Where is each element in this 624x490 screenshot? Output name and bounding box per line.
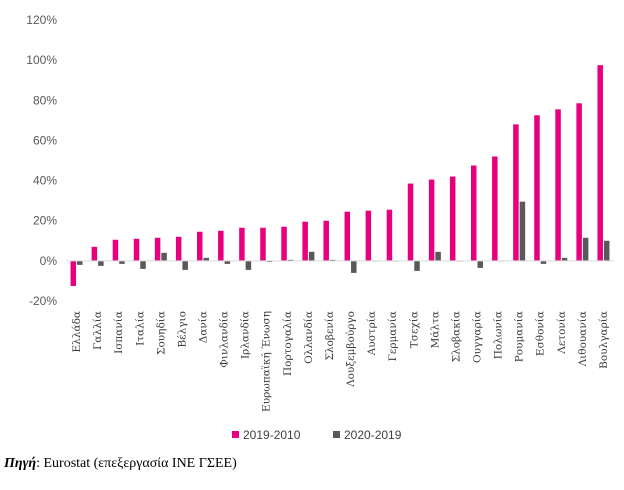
bar-2019-2010 xyxy=(154,237,161,261)
bar-2020-2019 xyxy=(224,260,231,264)
bar-2020-2019 xyxy=(140,260,146,269)
bar-2019-2010 xyxy=(218,230,224,261)
category-label: Αυστρία xyxy=(365,311,378,356)
bar-2019-2010 xyxy=(492,156,498,261)
y-tick-label: 120% xyxy=(26,13,57,27)
bar-2020-2019 xyxy=(287,259,294,261)
x-axis-labels: Ελλάδα Γαλλία Ισπανία Ιταλία Σουηδία Βέλγιο Δα… xyxy=(71,311,610,412)
bar-2019-2010 xyxy=(323,220,329,261)
category-label: Ιρλανδία xyxy=(239,311,252,359)
bar-2019-2010 xyxy=(365,210,372,261)
bar-2020-2019 xyxy=(203,257,209,261)
bar-2020-2019 xyxy=(161,252,167,261)
y-tick-label: 60% xyxy=(33,133,57,147)
bar-2019-2010 xyxy=(70,260,77,286)
bar-2019-2010 xyxy=(534,115,540,261)
bar-2019-2010 xyxy=(386,209,393,261)
category-label: Πορτογαλία xyxy=(281,311,294,376)
bar-2019-2010 xyxy=(175,236,182,261)
source-label: Πηγή xyxy=(4,456,37,471)
bar-2020-2019 xyxy=(245,260,252,270)
category-label: Γαλλία xyxy=(91,311,104,350)
category-label: Λιθουανία xyxy=(576,311,589,367)
category-label: Βουλγαρία xyxy=(597,311,610,369)
y-tick-label: 0% xyxy=(40,254,58,268)
bar-2019-2010 xyxy=(112,239,119,261)
category-label: Μάλτα xyxy=(429,311,441,348)
y-tick-label: 20% xyxy=(33,214,57,228)
bar-2019-2010 xyxy=(197,231,203,261)
category-label: Σουηδία xyxy=(154,311,167,355)
category-label: Ουγγαρία xyxy=(471,311,484,363)
bar-2019-2010 xyxy=(302,221,308,261)
category-label: Λουξεμβούργο xyxy=(345,311,357,388)
category-label: Ισπανία xyxy=(112,311,125,354)
category-label: Εσθονία xyxy=(534,311,547,356)
bar-2019-2010 xyxy=(555,109,561,261)
bar-2020-2019 xyxy=(435,251,441,261)
bar-2019-2010 xyxy=(260,227,266,261)
category-label: Λετονία xyxy=(555,311,568,355)
legend: 2019-2010 2020-2019 xyxy=(232,428,402,442)
bar-2020-2019 xyxy=(519,201,526,261)
bar-chart: -20% 0% 20% 40% 60% 80% 100% 120% Ελλάδα Γαλλία Ι… xyxy=(26,13,614,442)
bar-2020-2019 xyxy=(582,237,589,261)
bar-2020-2019 xyxy=(266,260,273,262)
bar-2020-2019 xyxy=(308,251,315,261)
bar-2019-2010 xyxy=(91,246,98,261)
y-axis: -20% 0% 20% 40% 60% 80% 100% 120% xyxy=(26,13,57,308)
bar-2019-2010 xyxy=(281,226,287,261)
category-label: Ρουμανία xyxy=(513,311,526,362)
y-tick-label: 40% xyxy=(33,174,57,188)
bar-2019-2010 xyxy=(597,65,603,261)
category-label: Τσεχία xyxy=(407,311,420,348)
category-label: Ευρωπαϊκή Ένωση xyxy=(260,311,273,412)
legend-swatch xyxy=(232,431,239,438)
category-label: Βέλγιο xyxy=(176,311,188,348)
bar-2019-2010 xyxy=(449,176,456,261)
category-label: Φινλανδία xyxy=(218,311,231,368)
bar-2020-2019 xyxy=(414,260,420,271)
y-tick-label: 80% xyxy=(33,93,57,107)
bar-2020-2019 xyxy=(351,260,357,273)
bar-2019-2010 xyxy=(133,238,140,261)
category-label: Πολωνία xyxy=(492,311,505,359)
category-label: Ιταλία xyxy=(133,311,146,346)
category-label: Ολλανδία xyxy=(302,311,315,364)
bars xyxy=(70,65,610,286)
bar-2020-2019 xyxy=(540,260,547,264)
bar-2019-2010 xyxy=(471,165,477,261)
bar-2019-2010 xyxy=(513,124,519,261)
legend-label: 2020-2019 xyxy=(344,428,402,442)
bar-2020-2019 xyxy=(329,259,336,261)
category-label: Σλοβακία xyxy=(449,311,462,362)
bar-2020-2019 xyxy=(119,260,125,264)
bar-2019-2010 xyxy=(407,183,414,261)
bar-2020-2019 xyxy=(182,260,188,270)
bar-2019-2010 xyxy=(239,227,245,261)
bar-2019-2010 xyxy=(428,179,435,261)
category-label: Γερμανία xyxy=(386,311,399,361)
bar-2019-2010 xyxy=(344,211,351,261)
bar-2020-2019 xyxy=(77,260,83,265)
category-label: Σλοβενία xyxy=(323,311,336,361)
legend-label: 2019-2010 xyxy=(243,428,301,442)
bar-2020-2019 xyxy=(561,257,568,261)
bar-2020-2019 xyxy=(603,240,610,261)
bar-2020-2019 xyxy=(477,260,483,268)
legend-swatch xyxy=(333,431,340,438)
y-tick-label: 100% xyxy=(26,53,57,67)
y-tick-label: -20% xyxy=(29,294,57,308)
bar-2020-2019 xyxy=(98,260,104,266)
category-label: Δανία xyxy=(197,311,210,343)
source-text: Eurostat (επεξεργασία ΙΝΕ ΓΣΕΕ) xyxy=(43,456,237,471)
bar-2019-2010 xyxy=(576,103,582,261)
category-label: Ελλάδα xyxy=(71,311,83,352)
source-note: Πηγή: Eurostat (επεξεργασία ΙΝΕ ΓΣΕΕ) xyxy=(4,456,237,471)
